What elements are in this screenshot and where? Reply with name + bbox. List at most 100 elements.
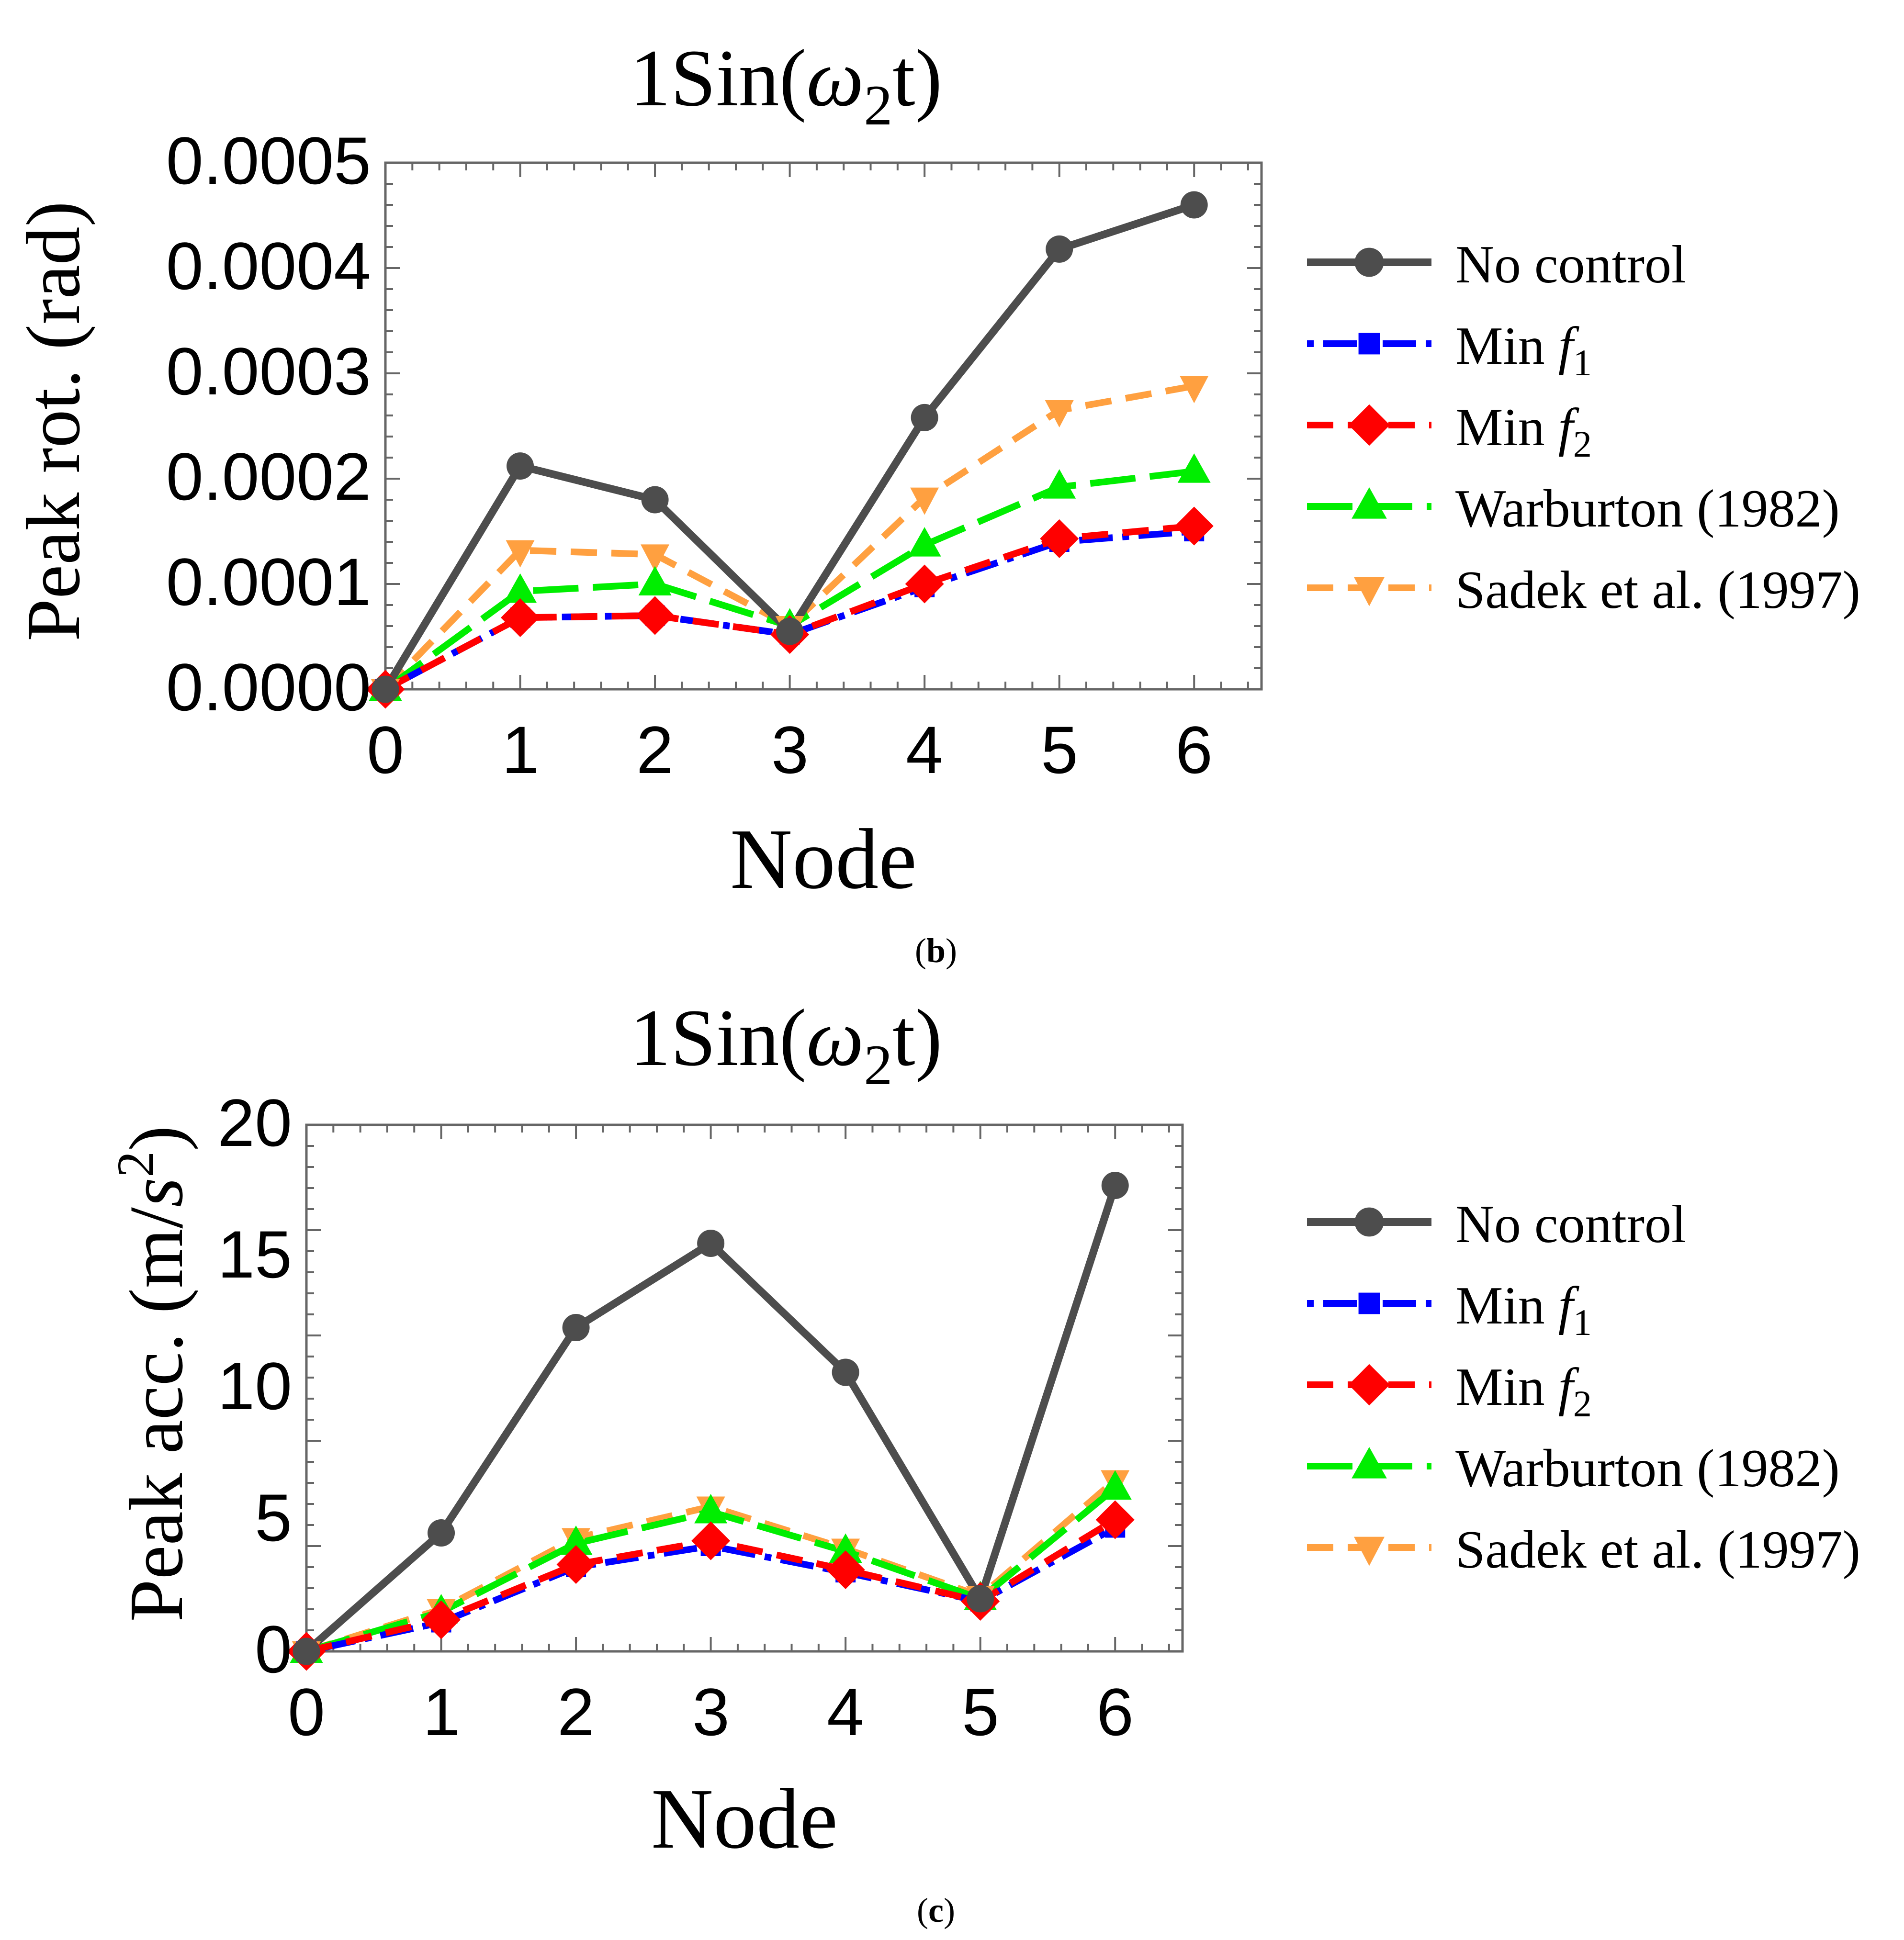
data-point [428, 1519, 455, 1547]
panel-c-y-axis-label: Peak acc. (m/s2) [106, 1126, 199, 1622]
panel-b-legend-symbols [1307, 247, 1431, 606]
data-point [1045, 400, 1074, 427]
data-point [1180, 376, 1209, 404]
panel-b: 1Sin(ω2t) Peak rot. (rad) 0.0000 0.0001 … [11, 33, 1860, 970]
data-point [559, 1525, 593, 1555]
legend-label-warburton: Warburton (1982) [1455, 479, 1840, 538]
panel-b-y-tick-labels: 0.0000 0.0001 0.0002 0.0003 0.0004 0.000… [166, 123, 371, 725]
legend-marker [1354, 1536, 1385, 1566]
data-point [694, 1494, 728, 1524]
data-point [422, 1600, 461, 1639]
series-line-min-f2 [383, 523, 1194, 693]
data-point [967, 1585, 994, 1613]
data-point [293, 1637, 320, 1665]
legend-label-sadek: Sadek et al. (1997) [1455, 1520, 1860, 1580]
panel-b-legend: No control Min f1 Min f2 Warburton (1982… [1307, 235, 1860, 620]
x-tick-label: 3 [771, 712, 809, 787]
legend-marker [1348, 404, 1390, 446]
x-tick-label: 0 [367, 712, 404, 787]
x-tick-label: 2 [557, 1674, 595, 1749]
x-tick-label: 1 [502, 712, 539, 787]
data-point [908, 527, 941, 557]
y-tick-label: 0.0004 [166, 228, 371, 303]
x-tick-label: 1 [423, 1674, 460, 1749]
y-tick-label: 0 [255, 1612, 292, 1687]
y-tick-label: 5 [255, 1480, 292, 1555]
y-tick-label: 15 [217, 1217, 292, 1292]
data-point [562, 1314, 590, 1341]
x-tick-label: 0 [288, 1674, 325, 1749]
panel-c-y-tick-labels: 0 5 10 15 20 [217, 1085, 292, 1687]
data-point [910, 487, 939, 515]
panel-b-title: 1Sin(ω2t) [630, 33, 942, 137]
data-point [1043, 469, 1076, 499]
legend-marker [1352, 487, 1387, 519]
data-point [697, 1230, 725, 1257]
data-point [1101, 1172, 1129, 1199]
data-point [911, 404, 938, 431]
legend-label-no-control: No control [1455, 235, 1686, 294]
data-point [1098, 1470, 1132, 1500]
data-point [501, 598, 540, 637]
legend-marker [1358, 333, 1380, 355]
data-point [1180, 191, 1208, 219]
panel-b-minor-ticks [384, 162, 1262, 690]
data-point [1095, 1500, 1135, 1539]
panel-c-legend: No control Min f1 Min f2 Warburton (1982… [1307, 1195, 1860, 1580]
panel-c-x-tick-labels: 0 1 2 3 4 5 6 [288, 1674, 1134, 1749]
legend-label-min-f2: Min f2 [1455, 1357, 1592, 1424]
data-point [641, 486, 669, 514]
legend-label-min-f1: Min f1 [1455, 316, 1592, 383]
panel-c-markers [287, 1172, 1135, 1671]
data-point [641, 544, 670, 572]
data-point [556, 1545, 596, 1584]
y-tick-label: 20 [217, 1085, 292, 1160]
x-tick-label: 6 [1175, 712, 1213, 787]
panel-b-x-tick-labels: 0 1 2 3 4 5 6 [367, 712, 1213, 787]
legend-label-sadek: Sadek et al. (1997) [1455, 561, 1860, 620]
legend-marker [1354, 247, 1384, 277]
x-tick-label: 4 [906, 712, 943, 787]
data-point [691, 1521, 731, 1560]
panel-c-legend-symbols [1307, 1207, 1431, 1566]
x-tick-label: 3 [692, 1674, 730, 1749]
legend-label-min-f1: Min f1 [1455, 1276, 1592, 1343]
legend-label-no-control: No control [1455, 1195, 1686, 1254]
legend-marker [1358, 1292, 1380, 1314]
legend-marker [1348, 1364, 1390, 1406]
data-point [507, 452, 534, 480]
legend-marker [1352, 1447, 1387, 1479]
data-point [826, 1550, 865, 1589]
panel-c-title: 1Sin(ω2t) [630, 993, 942, 1097]
y-tick-label: 0.0002 [166, 439, 371, 514]
data-point [638, 566, 672, 595]
y-tick-label: 0.0005 [166, 123, 371, 198]
y-tick-label: 0.0003 [166, 334, 371, 409]
y-tick-label: 0.0000 [166, 650, 371, 725]
x-tick-label: 5 [962, 1674, 999, 1749]
panel-b-x-axis-label: Node [730, 811, 917, 907]
data-point [832, 1358, 859, 1386]
legend-label-warburton: Warburton (1982) [1455, 1439, 1840, 1498]
panel-c: 1Sin(ω2t) Peak acc. (m/s2) 0 5 10 15 20 … [106, 993, 1860, 1929]
data-point [905, 564, 944, 604]
data-point [372, 675, 399, 703]
data-point [829, 1533, 862, 1563]
panel-b-caption: (b) [915, 931, 957, 970]
legend-label-min-f2: Min f2 [1455, 398, 1592, 465]
x-tick-label: 6 [1096, 1674, 1134, 1749]
data-point [504, 573, 537, 603]
legend-marker [1354, 577, 1385, 606]
x-tick-label: 4 [827, 1674, 864, 1749]
panel-b-plot-frame [384, 161, 1263, 691]
data-point [776, 617, 804, 645]
data-point [1174, 506, 1214, 546]
panel-c-plot-frame [305, 1123, 1184, 1653]
panel-c-x-axis-label: Node [651, 1771, 838, 1866]
data-point [635, 596, 675, 635]
legend-marker [1354, 1207, 1384, 1237]
panel-b-markers [366, 191, 1214, 709]
y-tick-label: 0.0001 [166, 544, 371, 619]
data-point [1046, 235, 1073, 263]
